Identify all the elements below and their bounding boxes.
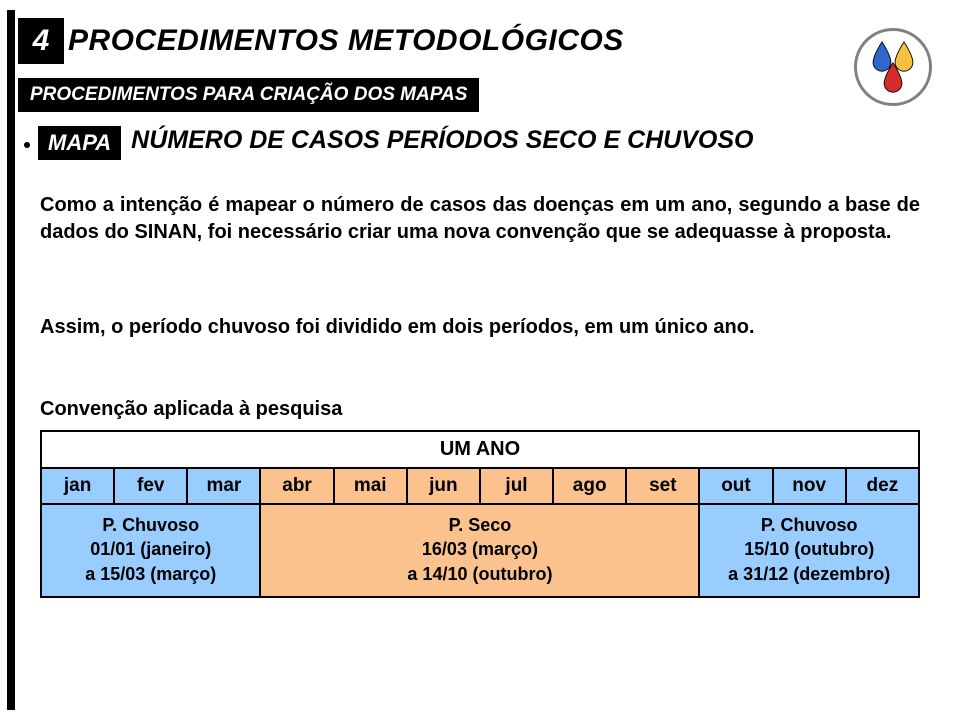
title-text: PROCEDIMENTOS METODOLÓGICOS <box>68 24 624 58</box>
section-heading: NÚMERO DE CASOS PERÍODOS SECO E CHUVOSO <box>131 126 753 155</box>
period-line2: a 31/12 (dezembro) <box>700 562 918 586</box>
period-line1: 16/03 (março) <box>261 537 698 561</box>
month-cell: jun <box>407 468 480 504</box>
month-cell: dez <box>846 468 919 504</box>
month-cell: mai <box>334 468 407 504</box>
period-title: P. Chuvoso <box>700 513 918 537</box>
title-row: 4 PROCEDIMENTOS METODOLÓGICOS <box>18 18 624 64</box>
month-cell: mar <box>187 468 260 504</box>
left-shadow <box>7 10 15 710</box>
slide: 4 PROCEDIMENTOS METODOLÓGICOS PROCEDIMEN… <box>0 0 960 720</box>
section-row: MAPA NÚMERO DE CASOS PERÍODOS SECO E CHU… <box>24 126 753 160</box>
subtitle-bar: PROCEDIMENTOS PARA CRIAÇÃO DOS MAPAS <box>18 78 479 112</box>
mapa-tag: MAPA <box>38 126 121 160</box>
period-line2: a 14/10 (outubro) <box>261 562 698 586</box>
paragraph-1: Como a intenção é mapear o número de cas… <box>40 192 920 246</box>
month-cell: jul <box>480 468 553 504</box>
period-line1: 01/01 (janeiro) <box>42 537 259 561</box>
month-cell: abr <box>260 468 333 504</box>
month-cell: ago <box>553 468 626 504</box>
droplet-red-icon <box>882 62 904 94</box>
period-title: P. Seco <box>261 513 698 537</box>
paragraph-2: Assim, o período chuvoso foi dividido em… <box>40 314 920 341</box>
period-b: P. Seco 16/03 (março) a 14/10 (outubro) <box>260 504 699 597</box>
table-caption: Convenção aplicada à pesquisa <box>40 398 342 421</box>
month-cell: fev <box>114 468 187 504</box>
period-line1: 15/10 (outubro) <box>700 537 918 561</box>
months-row: jan fev mar abr mai jun jul ago set out … <box>41 468 919 504</box>
periods-row: P. Chuvoso 01/01 (janeiro) a 15/03 (març… <box>41 504 919 597</box>
month-cell: set <box>626 468 699 504</box>
logo-droplets <box>854 28 932 106</box>
title-number: 4 <box>18 18 64 64</box>
period-line2: a 15/03 (março) <box>42 562 259 586</box>
period-a: P. Chuvoso 01/01 (janeiro) a 15/03 (març… <box>41 504 260 597</box>
month-cell: jan <box>41 468 114 504</box>
period-c: P. Chuvoso 15/10 (outubro) a 31/12 (deze… <box>699 504 919 597</box>
droplets-logo <box>854 28 932 106</box>
calendar-table: UM ANO jan fev mar abr mai jun jul ago s… <box>40 430 920 598</box>
bullet-dot-icon <box>24 142 30 148</box>
table-header: UM ANO <box>41 431 919 468</box>
table-header-row: UM ANO <box>41 431 919 468</box>
month-cell: nov <box>773 468 846 504</box>
month-cell: out <box>699 468 772 504</box>
period-title: P. Chuvoso <box>42 513 259 537</box>
